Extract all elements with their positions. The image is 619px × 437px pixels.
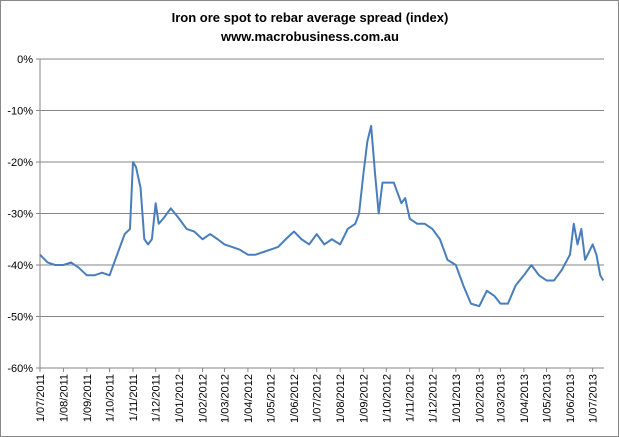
x-tick-label: 1/01/2013 xyxy=(451,374,463,423)
x-tick-label: 1/12/2011 xyxy=(151,374,163,422)
y-tick-label: -20% xyxy=(7,157,33,169)
x-tick-label: 1/02/2013 xyxy=(474,374,486,423)
y-tick-label: -60% xyxy=(7,363,33,375)
x-tick-label: 1/08/2011 xyxy=(58,374,70,422)
x-tick-label: 1/03/2012 xyxy=(219,374,231,423)
x-tick-label: 1/04/2013 xyxy=(519,374,531,423)
x-tick-label: 1/07/2013 xyxy=(588,374,600,423)
x-tick-label: 1/05/2012 xyxy=(266,374,278,423)
x-tick-label: 1/10/2011 xyxy=(105,374,117,422)
chart-title: Iron ore spot to rebar average spread (i… xyxy=(172,10,449,25)
x-tick-label: 1/09/2012 xyxy=(359,374,371,423)
x-tick-label: 1/06/2013 xyxy=(565,374,577,423)
y-tick-label: -10% xyxy=(7,106,33,118)
x-tick-label: 1/11/2012 xyxy=(405,374,417,422)
y-tick-label: -50% xyxy=(7,312,33,324)
x-tick-label: 1/07/2011 xyxy=(35,374,47,422)
x-tick-label: 1/05/2013 xyxy=(542,374,554,423)
y-tick-label: -40% xyxy=(7,260,33,272)
x-tick-label: 1/01/2012 xyxy=(174,374,186,423)
x-tick-label: 1/10/2012 xyxy=(381,374,393,423)
chart-subtitle: www.macrobusiness.com.au xyxy=(220,29,399,44)
x-tick-label: 1/12/2012 xyxy=(427,374,439,423)
y-tick-label: 0% xyxy=(17,54,33,66)
x-tick-label: 1/11/2011 xyxy=(128,374,140,421)
x-tick-label: 1/03/2013 xyxy=(495,374,507,423)
y-tick-label: -30% xyxy=(7,209,33,221)
x-tick-label: 1/02/2012 xyxy=(198,374,210,423)
x-tick-label: 1/07/2012 xyxy=(312,374,324,423)
x-tick-label: 1/06/2012 xyxy=(289,374,301,423)
x-tick-label: 1/08/2012 xyxy=(335,374,347,423)
x-tick-label: 1/09/2011 xyxy=(82,374,94,422)
data-line xyxy=(39,124,605,308)
x-tick-label: 1/04/2012 xyxy=(243,374,255,423)
